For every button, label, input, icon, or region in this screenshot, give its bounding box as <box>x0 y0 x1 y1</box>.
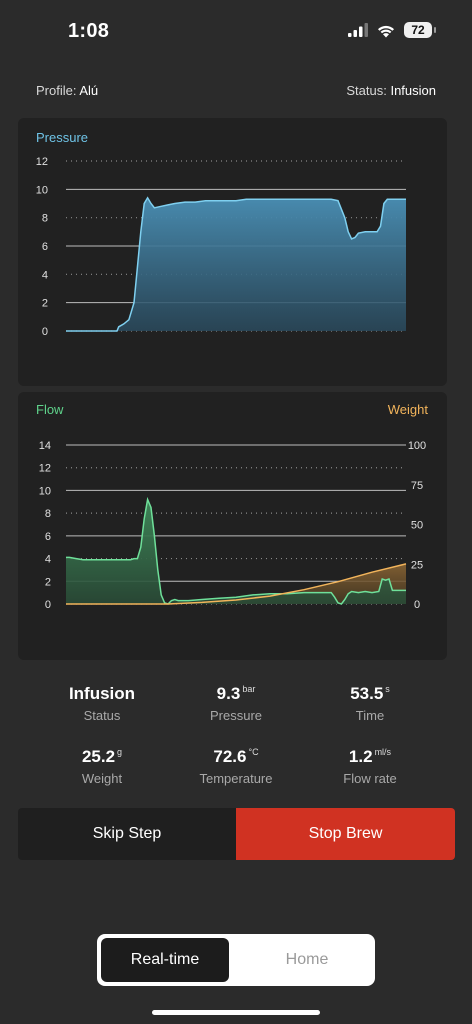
y-tick-label: 4 <box>42 269 48 281</box>
status-bar-time: 1:08 <box>68 20 110 42</box>
y-left-tick-label: 2 <box>45 576 51 588</box>
flow-area <box>66 499 406 604</box>
stat-label: Pressure <box>209 708 263 723</box>
y-tick-label: 8 <box>42 213 48 225</box>
stat-status: Infusion Status <box>32 684 172 723</box>
y-left-tick-label: 4 <box>45 554 51 566</box>
y-left-tick-label: 14 <box>39 440 51 452</box>
weight-chart-title: Weight <box>388 402 429 417</box>
stat-unit: bar <box>242 684 256 695</box>
weight-line <box>66 563 407 605</box>
stat-unit: ml/s <box>374 747 392 758</box>
stat-label: Status <box>83 708 121 723</box>
profile-value: Alú <box>79 83 99 98</box>
pressure-line <box>66 196 406 332</box>
y-tick-label: 12 <box>36 156 48 168</box>
stat-unit: s <box>385 684 390 695</box>
stat-value: 53.5 s <box>350 684 390 703</box>
stat-value: 25.2 g <box>81 747 123 766</box>
stat-flow-rate: 1.2 ml/s Flow rate <box>300 747 440 786</box>
tab-real-time[interactable]: Real-time <box>101 938 229 982</box>
stat-temperature: 72.6 °C Temperature <box>166 747 306 786</box>
y-right-tick-label: 50 <box>411 520 423 532</box>
pressure-chart: Pressure 12 10 8 6 4 2 0 <box>36 130 406 338</box>
stat-unit: g <box>117 747 123 758</box>
status-bar-icons: 72 <box>348 22 436 38</box>
y-left-tick-label: 0 <box>45 599 51 611</box>
stat-unit: °C <box>248 747 259 758</box>
profile-label: Profile: <box>36 83 77 98</box>
y-right-tick-label: 25 <box>411 559 423 571</box>
flow-chart-title: Flow <box>36 402 64 417</box>
y-tick-label: 10 <box>36 184 48 196</box>
stat-label: Temperature <box>199 771 273 786</box>
status-label: Status: <box>346 83 387 98</box>
tab-home[interactable]: Home <box>285 951 329 968</box>
flow-weight-chart: Flow Weight 14 12 10 8 6 4 2 0 100 75 50 25 0 <box>36 402 429 611</box>
stat-time: 53.5 s Time <box>300 684 440 723</box>
machine-status-info: Status: Infusion <box>346 83 436 98</box>
battery-level: 72 <box>411 23 425 37</box>
pressure-chart-title: Pressure <box>36 130 88 145</box>
y-left-tick-label: 8 <box>45 508 51 520</box>
stat-value: Infusion <box>68 684 136 703</box>
pressure-area <box>66 197 406 331</box>
stop-brew-button[interactable]: Stop Brew <box>236 808 455 860</box>
stat-pressure: 9.3 bar Pressure <box>166 684 306 723</box>
home-indicator[interactable] <box>152 1010 320 1015</box>
wifi-icon <box>378 25 394 37</box>
y-tick-label: 0 <box>42 326 48 338</box>
stat-weight: 25.2 g Weight <box>32 747 172 786</box>
profile-info: Profile: Alú <box>36 83 98 98</box>
pressure-chart-card: Pressure 12 10 8 6 4 2 0 <box>18 118 447 386</box>
y-right-tick-label: 0 <box>414 599 420 611</box>
battery-icon: 72 <box>404 22 436 38</box>
flow-line <box>66 496 406 605</box>
y-tick-label: 6 <box>42 241 48 253</box>
y-tick-label: 2 <box>42 298 48 310</box>
flow-chart-card: Flow Weight 14 12 10 8 6 4 2 0 100 75 50 25 0 <box>18 392 447 660</box>
status-value: Infusion <box>390 83 436 98</box>
action-buttons: Skip Step Stop Brew <box>18 808 455 860</box>
stat-value: 1.2 ml/s <box>348 747 392 766</box>
stat-value: 9.3 bar <box>216 684 256 703</box>
y-right-tick-label: 100 <box>408 440 426 452</box>
view-switcher: Real-time Home <box>97 934 375 986</box>
y-left-tick-label: 6 <box>45 531 51 543</box>
cellular-signal-icon <box>348 23 368 37</box>
stat-label: Flow rate <box>343 771 397 786</box>
y-right-tick-label: 75 <box>411 480 423 492</box>
y-left-tick-label: 12 <box>39 463 51 475</box>
y-left-tick-label: 10 <box>39 485 51 497</box>
stat-value: 72.6 °C <box>213 747 259 766</box>
skip-step-button[interactable]: Skip Step <box>18 808 236 860</box>
stat-label: Time <box>355 708 385 723</box>
stat-label: Weight <box>81 771 123 786</box>
